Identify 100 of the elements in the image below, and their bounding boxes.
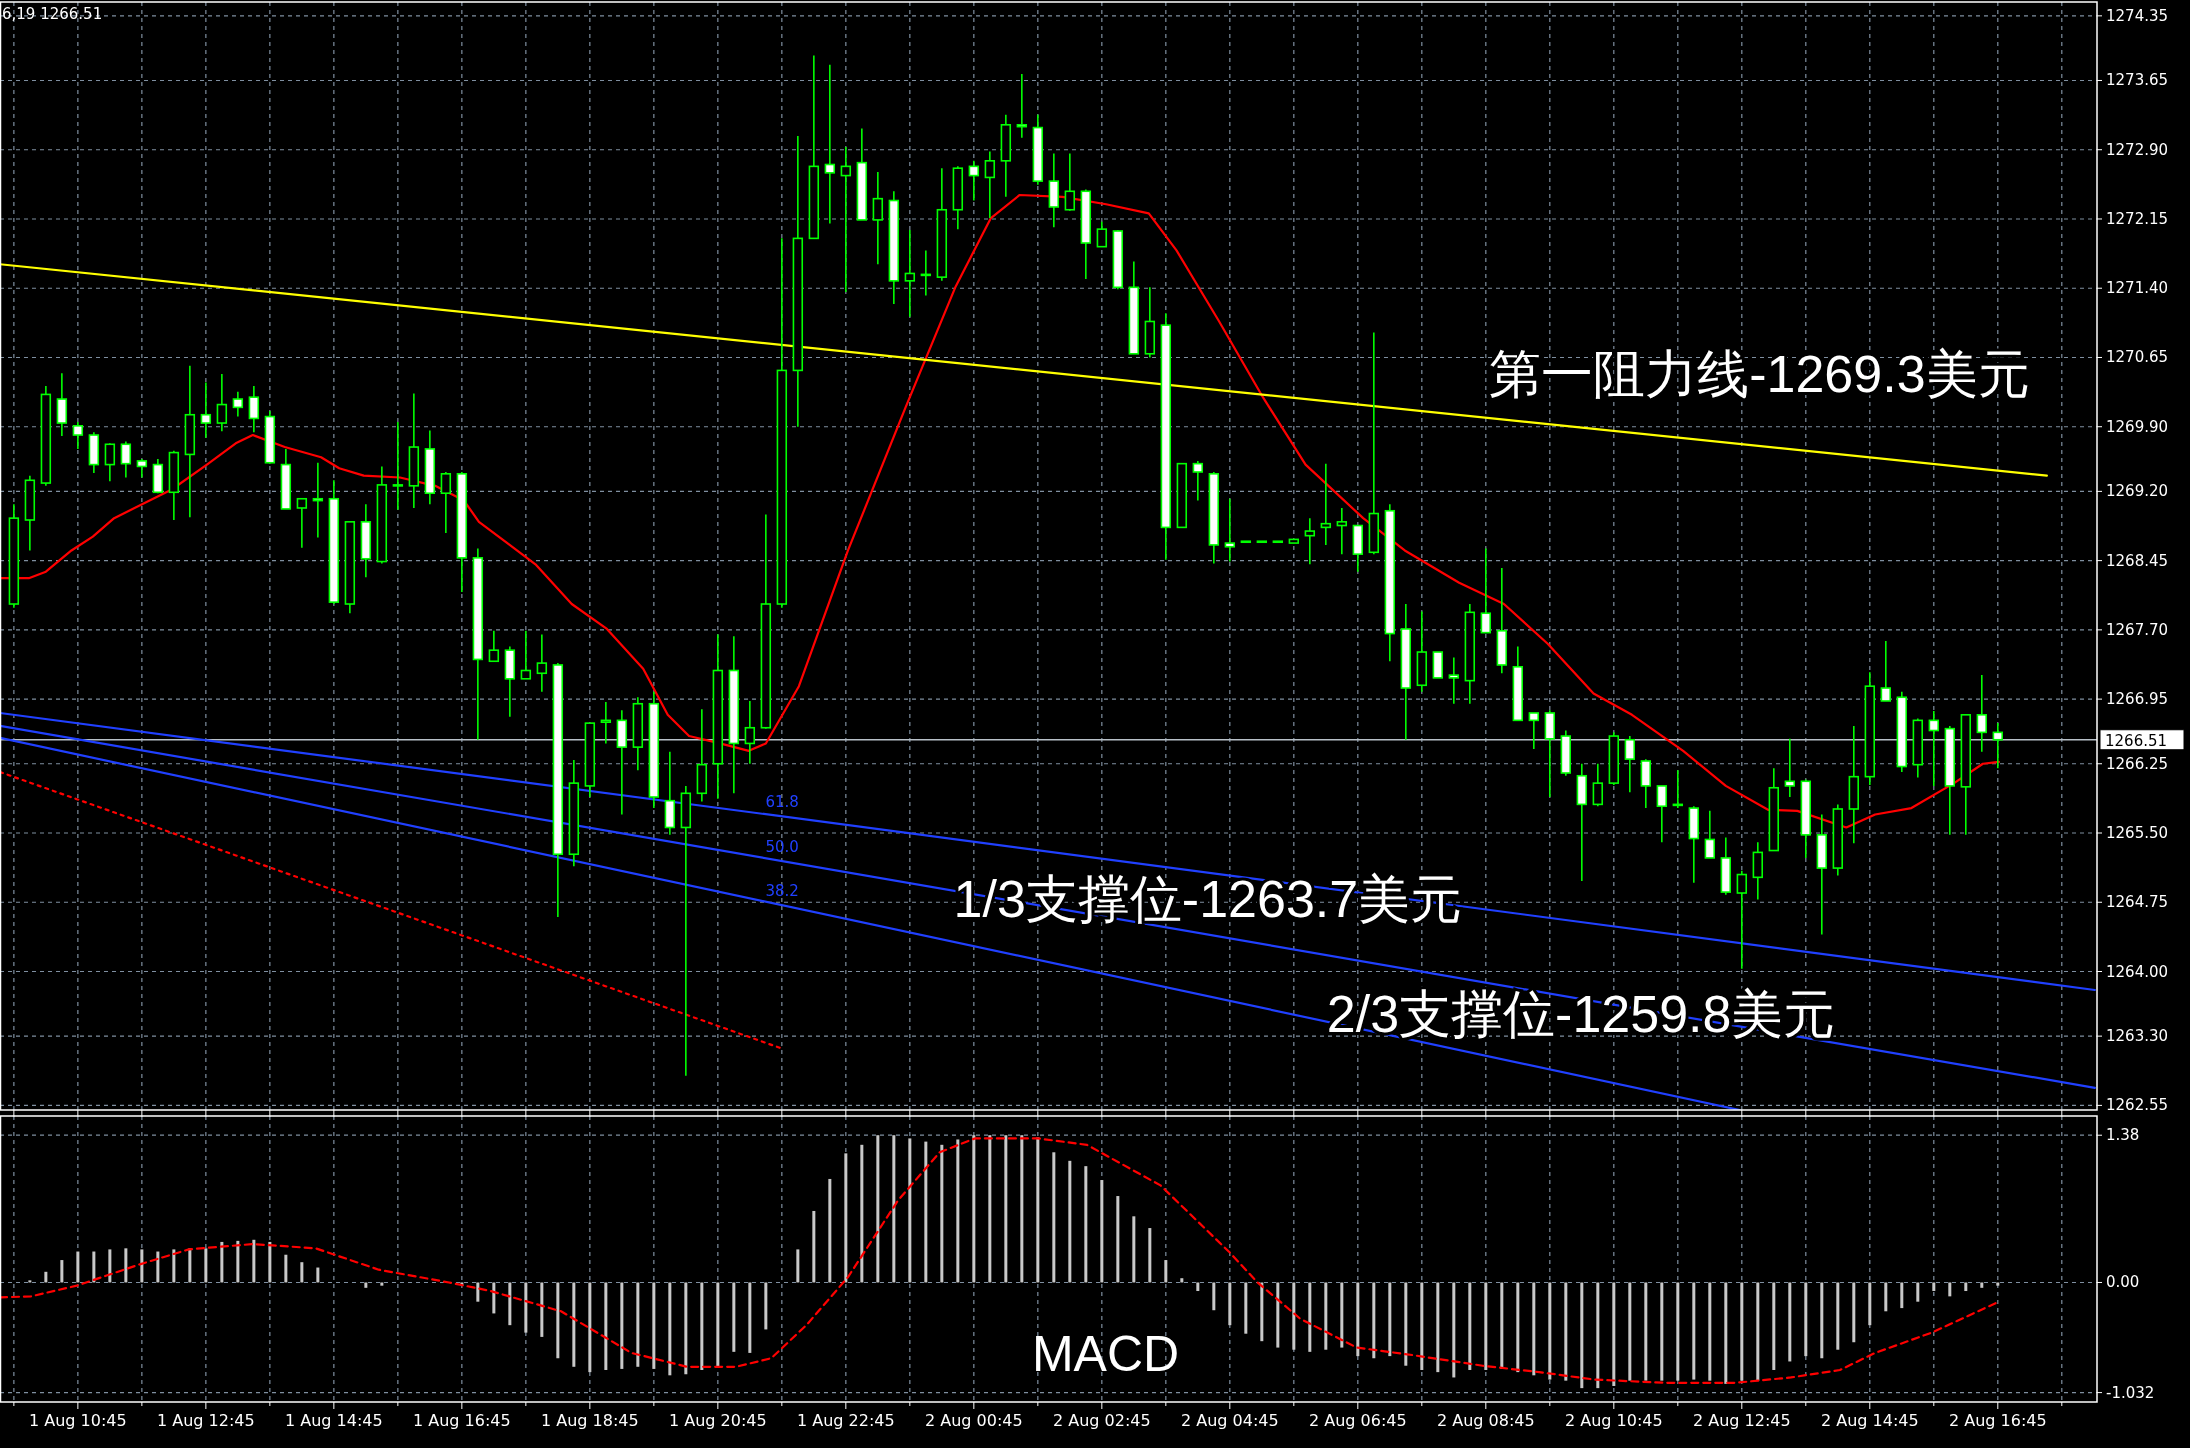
x-tick-label: 2 Aug 06:45 <box>1308 1411 1407 1430</box>
bar <box>652 1282 656 1369</box>
y-tick-label: -1.032 <box>2106 1383 2155 1402</box>
candlestick <box>1304 517 1316 566</box>
bar <box>492 1282 496 1314</box>
bar <box>1452 1282 1456 1378</box>
candlestick <box>216 373 228 433</box>
bar <box>556 1282 560 1359</box>
bar <box>1228 1282 1232 1326</box>
y-tick-label: 1269.20 <box>2106 482 2169 501</box>
bar <box>220 1241 224 1283</box>
y-tick-label: 1263.30 <box>2106 1027 2169 1046</box>
candlestick <box>904 229 916 318</box>
bar <box>1068 1160 1072 1283</box>
y-tick-label: 1265.50 <box>2106 824 2169 842</box>
candlestick <box>104 442 116 483</box>
candlestick <box>1336 507 1348 555</box>
bar <box>1292 1282 1296 1350</box>
bar <box>1772 1282 1776 1370</box>
bar <box>76 1251 80 1283</box>
candlestick <box>72 421 84 450</box>
bar <box>204 1248 208 1283</box>
bar <box>540 1282 544 1337</box>
candlestick <box>872 171 884 266</box>
x-tick-label: 2 Aug 12:45 <box>1692 1411 1791 1430</box>
bar <box>972 1135 976 1283</box>
annotation: 6,19 1266.51 <box>2 5 103 23</box>
candlestick <box>1448 656 1460 705</box>
bar <box>1564 1282 1568 1381</box>
candlestick <box>232 390 244 418</box>
bar <box>844 1153 848 1283</box>
candlestick <box>1096 220 1108 248</box>
bar <box>1916 1282 1920 1302</box>
candlestick <box>1064 152 1076 212</box>
candlestick <box>136 458 148 479</box>
bar <box>1980 1282 1984 1288</box>
candlestick <box>1624 735 1636 794</box>
bar <box>1596 1282 1600 1389</box>
bar <box>1948 1282 1952 1297</box>
candlestick <box>392 421 404 511</box>
x-tick-label: 1 Aug 18:45 <box>541 1411 639 1430</box>
y-tick-label: 0.00 <box>2106 1273 2140 1292</box>
candlestick <box>1320 462 1332 546</box>
candlestick <box>200 381 212 439</box>
bar <box>1276 1282 1280 1348</box>
bar <box>1356 1282 1360 1357</box>
bar <box>1580 1282 1584 1389</box>
candlestick <box>1592 762 1604 808</box>
candlestick <box>600 701 612 745</box>
bar <box>1324 1282 1328 1350</box>
y-tick-label: 1270.65 <box>2106 348 2169 367</box>
bar <box>1804 1282 1808 1357</box>
y-tick-label: 1266.95 <box>2106 690 2169 709</box>
bar <box>1164 1260 1168 1283</box>
bar <box>268 1241 272 1283</box>
bar <box>140 1249 144 1283</box>
x-tick-label: 2 Aug 02:45 <box>1052 1411 1151 1430</box>
x-tick-label: 2 Aug 08:45 <box>1436 1411 1535 1430</box>
bar <box>1740 1282 1744 1381</box>
bar <box>156 1251 160 1283</box>
candlestick <box>520 629 532 680</box>
bar <box>364 1282 368 1288</box>
bar <box>172 1249 176 1283</box>
x-tick-label: 2 Aug 00:45 <box>924 1411 1023 1430</box>
bar <box>1788 1282 1792 1362</box>
candlestick <box>296 497 308 549</box>
y-tick-label: 1.38 <box>2106 1126 2140 1145</box>
bar <box>700 1282 704 1370</box>
bar <box>28 1280 32 1283</box>
bar <box>316 1267 320 1283</box>
bar <box>636 1282 640 1367</box>
bar <box>1212 1282 1216 1311</box>
bar <box>1820 1282 1824 1359</box>
bar <box>1516 1282 1520 1373</box>
bar <box>1724 1282 1728 1384</box>
candlestick <box>1880 640 1892 702</box>
y-tick-label: 1273.65 <box>2106 71 2169 90</box>
bar <box>1084 1166 1088 1283</box>
candlestick <box>1928 710 1940 787</box>
bar <box>796 1249 800 1283</box>
bar <box>1340 1282 1344 1348</box>
candlestick <box>312 461 324 539</box>
bar <box>1900 1282 1904 1309</box>
bar <box>892 1135 896 1283</box>
bar <box>1308 1282 1312 1352</box>
bar <box>588 1282 592 1373</box>
candlestick <box>1224 497 1236 563</box>
bar <box>572 1282 576 1367</box>
bar <box>1100 1180 1104 1283</box>
candlestick <box>248 385 260 434</box>
bar <box>1004 1135 1008 1283</box>
bar <box>1468 1282 1472 1370</box>
bar <box>1612 1282 1616 1386</box>
y-tick-label: 1274.35 <box>2106 6 2169 25</box>
bar <box>1420 1282 1424 1370</box>
bar <box>1932 1282 1936 1292</box>
x-tick-label: 1 Aug 20:45 <box>668 1411 767 1430</box>
series-label: 38.2 <box>765 882 799 901</box>
bar <box>1692 1282 1696 1380</box>
bar <box>1484 1282 1488 1370</box>
